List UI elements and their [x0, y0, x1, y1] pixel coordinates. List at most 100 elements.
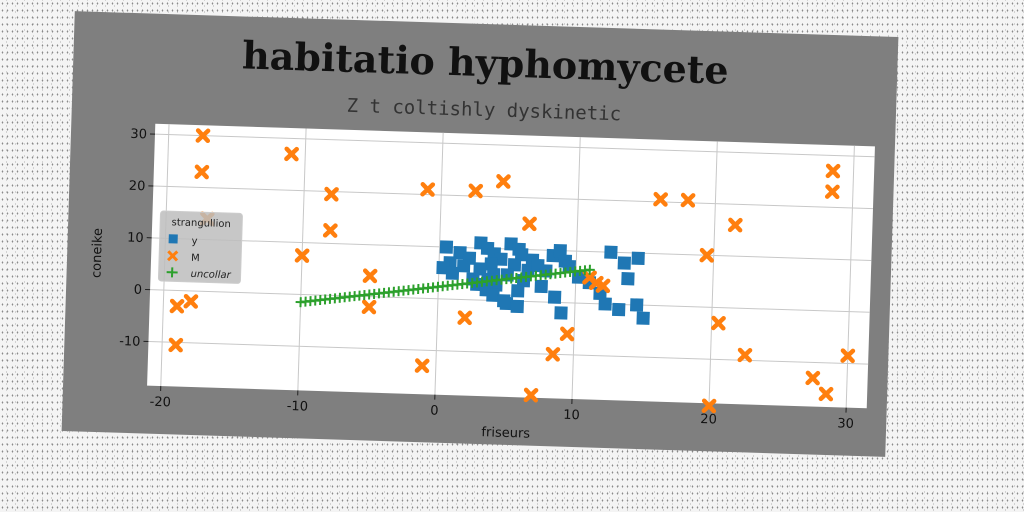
point-m: [545, 346, 561, 362]
point-m-stroke: [169, 299, 185, 314]
x-tick-label: 0: [430, 404, 439, 419]
point-m: [595, 278, 611, 294]
y-tick-label: 30: [130, 127, 147, 143]
legend-swatch-y: [168, 234, 178, 244]
point-m: [840, 348, 856, 364]
x-tick-label: 30: [837, 416, 854, 432]
point-m-stroke: [420, 182, 436, 197]
point-m-stroke: [324, 187, 339, 202]
point-y: [510, 299, 524, 314]
point-y: [473, 262, 487, 276]
point-m: [169, 298, 185, 314]
point-m-stroke: [414, 358, 430, 373]
point-m: [194, 164, 210, 180]
point-m-stroke: [361, 299, 377, 315]
point-m: [522, 216, 537, 232]
point-m-stroke: [825, 163, 841, 179]
point-m: [824, 184, 840, 200]
point-m: [183, 293, 199, 309]
point-m-stroke: [818, 386, 834, 402]
point-y: [484, 257, 498, 271]
point-y: [445, 266, 460, 280]
point-y: [507, 258, 522, 272]
point-m: [284, 146, 299, 162]
x-tick-label: -20: [149, 395, 171, 411]
point-m-stroke: [840, 348, 856, 363]
point-m: [737, 347, 753, 363]
point-y: [604, 245, 618, 259]
point-m-stroke: [168, 337, 184, 353]
legend-label-y: y: [191, 236, 197, 247]
y-tick-label: 0: [134, 283, 143, 298]
point-m: [457, 310, 473, 326]
point-y: [617, 256, 632, 270]
point-y: [534, 279, 548, 294]
point-y: [456, 259, 471, 273]
point-y: [514, 247, 529, 262]
point-y: [621, 272, 635, 286]
point-m: [362, 268, 378, 284]
legend-swatch-m: [166, 250, 179, 262]
point-y: [631, 251, 645, 266]
point-m-stroke: [737, 348, 753, 363]
point-m-stroke: [545, 347, 561, 362]
point-m-stroke: [322, 223, 338, 238]
point-m: [195, 128, 211, 144]
x-tick-label: 10: [563, 408, 580, 424]
point-m: [414, 358, 430, 374]
y-gridline: [154, 133, 875, 158]
point-m: [523, 387, 539, 403]
point-m: [653, 191, 669, 207]
point-m-stroke: [294, 248, 310, 263]
point-y: [547, 290, 562, 304]
point-m: [711, 315, 726, 331]
point-m: [294, 248, 310, 263]
point-m-stroke: [522, 216, 537, 231]
point-m-stroke: [495, 174, 511, 189]
point-y: [553, 243, 567, 258]
point-m: [361, 299, 377, 315]
point-m-stroke: [699, 248, 715, 263]
point-m-stroke: [195, 128, 211, 143]
legend-label-uncollar: uncollar: [190, 269, 231, 281]
point-m: [168, 337, 184, 353]
point-m-stroke: [595, 278, 611, 293]
point-y: [612, 302, 626, 317]
chart-title: habitatio hyphomycete: [242, 32, 730, 92]
point-m-stroke: [362, 268, 378, 283]
point-m: [468, 183, 484, 199]
figure-panel: habitatio hyphomycete Z t coltishly dysk…: [61, 11, 899, 457]
series-uncollar: [295, 264, 595, 308]
series-marks: [168, 128, 856, 414]
point-y: [511, 284, 525, 298]
point-m: [818, 386, 834, 402]
point-uncollar: [584, 264, 595, 275]
point-m: [420, 181, 436, 197]
point-m-stroke: [183, 294, 199, 309]
point-m-stroke: [468, 183, 484, 199]
chart-subtitle: Z t coltishly dyskinetic: [346, 95, 621, 126]
point-m: [699, 247, 715, 263]
point-m-stroke: [457, 310, 473, 325]
point-m: [324, 186, 339, 202]
legend-box: [157, 210, 243, 284]
y-gridline: [153, 185, 874, 210]
point-m-stroke: [680, 193, 696, 208]
x-axis-label: friseurs: [481, 425, 530, 442]
point-m-stroke: [711, 316, 726, 331]
y-tick-label: 10: [127, 231, 144, 247]
y-tick-label: 20: [129, 179, 146, 195]
y-tick-label: -10: [119, 334, 141, 350]
point-m-stroke: [559, 326, 575, 342]
point-m-stroke: [523, 387, 539, 403]
point-m: [805, 370, 821, 386]
point-m-stroke: [284, 146, 299, 162]
point-m: [680, 192, 696, 208]
legend-swatch-uncollar: [166, 267, 178, 278]
point-y: [439, 240, 454, 254]
legend: strangullion y M uncollar: [157, 210, 243, 284]
point-m: [701, 398, 717, 414]
point-m: [825, 163, 841, 179]
point-y: [598, 297, 612, 311]
point-y: [554, 306, 568, 320]
